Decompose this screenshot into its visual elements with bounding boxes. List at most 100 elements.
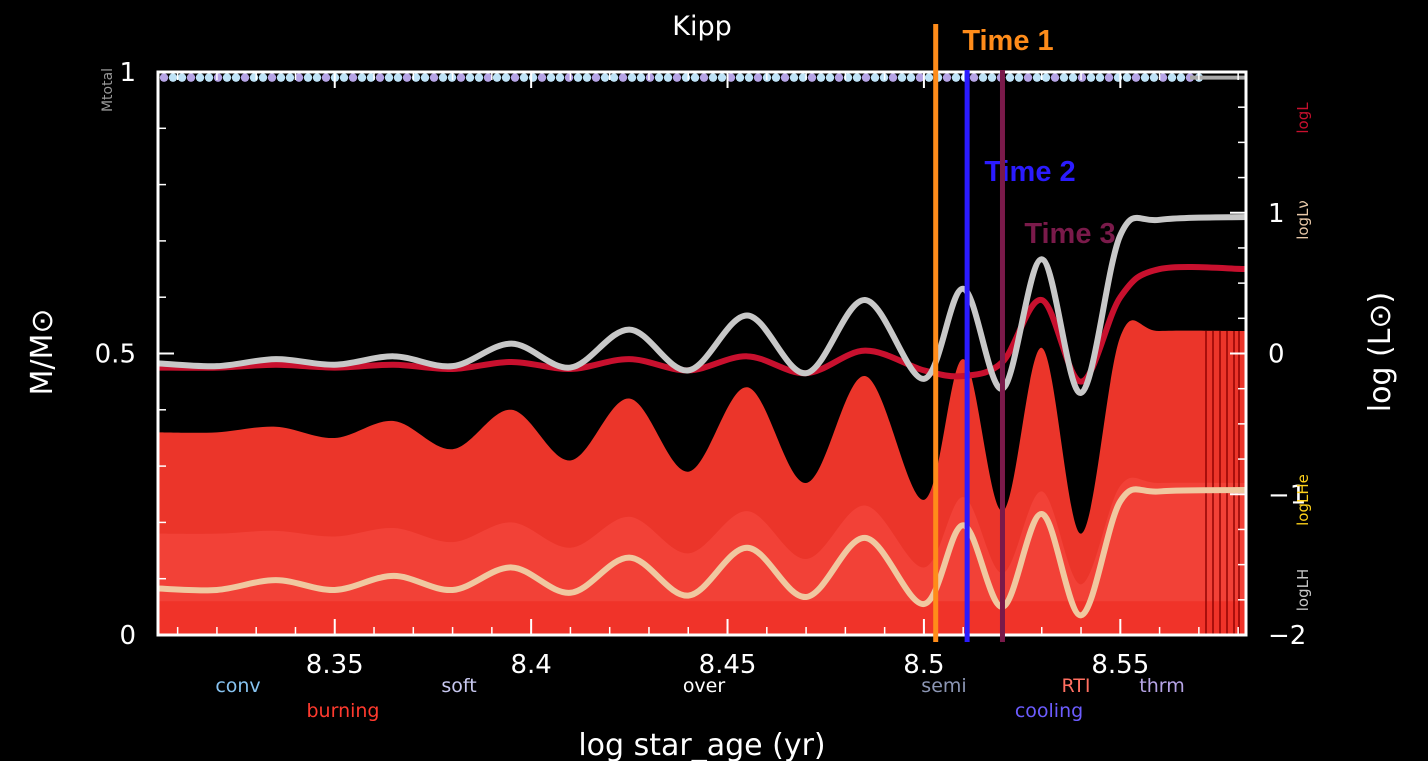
series-label-logl: logL (1294, 102, 1312, 134)
time-marker-label: Time 3 (1024, 218, 1115, 250)
series-logl-line (158, 263, 1246, 385)
surface-mixing-dot (1023, 73, 1033, 82)
surface-mixing-dot (555, 73, 565, 82)
y-left-tick-label: 0.5 (95, 340, 136, 370)
y-left-tick-label: 1 (119, 58, 136, 88)
surface-mixing-dot (1059, 73, 1069, 82)
legend-item-conv: conv (215, 675, 260, 697)
surface-mixing-dot (1104, 73, 1114, 82)
series-loglhe-line (158, 486, 1246, 619)
surface-mixing-dot (177, 73, 187, 82)
surface-mixing-dot (474, 73, 484, 82)
surface-mixing-dot (969, 73, 979, 82)
surface-mixing-dot (798, 73, 808, 82)
surface-mixing-dot (240, 73, 250, 82)
x-tick-label: 8.55 (1091, 650, 1149, 680)
surface-mixing-dot (384, 73, 394, 82)
y-right-tick-label: −2 (1268, 621, 1306, 651)
surface-mixing-dot (267, 73, 277, 82)
y-right-tick-label: −1 (1268, 480, 1306, 510)
surface-mixing-dot (951, 73, 961, 82)
surface-mixing-dot (717, 73, 727, 82)
surface-mixing-dot (204, 73, 214, 82)
surface-mixing-dot (195, 73, 205, 82)
surface-mixing-dot (789, 73, 799, 82)
surface-mixing-dot (393, 73, 403, 82)
surface-mixing-dot (834, 73, 844, 82)
series-loglν-line (158, 213, 1246, 396)
surface-mixing-dot (636, 73, 646, 82)
surface-mixing-dot (780, 73, 790, 82)
surface-mixing-dot (168, 73, 178, 82)
surface-mixing-dot (366, 73, 376, 82)
legend-item-semi: semi (921, 675, 966, 697)
surface-mixing-dot (1140, 73, 1150, 82)
surface-mixing-dot (1050, 73, 1060, 82)
surface-mixing-dot (159, 73, 169, 82)
surface-mixing-dot (1131, 73, 1141, 82)
surface-mixing-dot (294, 73, 304, 82)
surface-mixing-dot (258, 73, 268, 82)
surface-mixing-dot (744, 73, 754, 82)
surface-mixing-dot (1077, 73, 1087, 82)
surface-mixing-dot (627, 73, 637, 82)
thermohaline-streak (1219, 330, 1221, 635)
y-left-tick-label: 0 (119, 621, 136, 651)
surface-mixing-dot (771, 73, 781, 82)
surface-mixing-dot (465, 73, 475, 82)
legend-item-thrm: thrm (1139, 675, 1184, 697)
surface-mixing-dot (573, 73, 583, 82)
surface-mixing-dot (618, 73, 628, 82)
surface-mixing-dot (1149, 73, 1159, 82)
surface-mixing-dot (1005, 73, 1015, 82)
surface-mixing-dot (888, 73, 898, 82)
burning-band (158, 601, 1246, 635)
surface-mixing-dot (537, 73, 547, 82)
surface-mixing-dot (690, 73, 700, 82)
surface-mixing-dot (1032, 73, 1042, 82)
surface-mixing-dot (303, 73, 313, 82)
surface-mixing-dot (906, 73, 916, 82)
thermohaline-streak (1205, 330, 1207, 635)
y-left-axis-title: M/M⊙ (25, 308, 60, 395)
surface-mixing-dot (987, 73, 997, 82)
legend-item-RTI: RTI (1061, 675, 1090, 697)
surface-mixing-dot (654, 73, 664, 82)
surface-mixing-dot (222, 73, 232, 82)
surface-mixing-dot (1014, 73, 1024, 82)
surface-mixing-dot (1122, 73, 1132, 82)
plot-area (158, 72, 1246, 635)
surface-mixing-dot (915, 73, 925, 82)
surface-mixing-dot (312, 73, 322, 82)
x-tick-label: 8.5 (903, 650, 944, 680)
x-tick-label: 8.35 (306, 650, 364, 680)
surface-mixing-dot (357, 73, 367, 82)
surface-mixing-dot (339, 73, 349, 82)
surface-mixing-dot (807, 73, 817, 82)
thermohaline-streak (1238, 330, 1240, 635)
surface-mixing-dot (1167, 73, 1177, 82)
surface-mixing-dot (429, 73, 439, 82)
surface-mixing-dot (816, 73, 826, 82)
series-label-loglnu: logLν (1294, 200, 1312, 240)
surface-mixing-dot (978, 73, 988, 82)
surface-mixing-dot (375, 73, 385, 82)
surface-mixing-dot (420, 73, 430, 82)
surface-mixing-dot (1068, 73, 1078, 82)
surface-mixing-dot (708, 73, 718, 82)
surface-mixing-dot (726, 73, 736, 82)
surface-mixing-dot (456, 73, 466, 82)
y-right-axis-title: log (L⊙) (1363, 292, 1398, 413)
surface-mixing-dot (528, 73, 538, 82)
overshoot-region (158, 477, 1246, 635)
surface-mixing-dot (321, 73, 331, 82)
thermohaline-streak (1233, 330, 1235, 635)
surface-mixing-dot (663, 73, 673, 82)
surface-mixing-dot (276, 73, 286, 82)
legend-item-burning: burning (306, 700, 379, 722)
legend-item-soft: soft (441, 675, 476, 697)
surface-mixing-dot (483, 73, 493, 82)
surface-mixing-dot (1176, 73, 1186, 82)
chart-title: Kipp (672, 11, 731, 42)
